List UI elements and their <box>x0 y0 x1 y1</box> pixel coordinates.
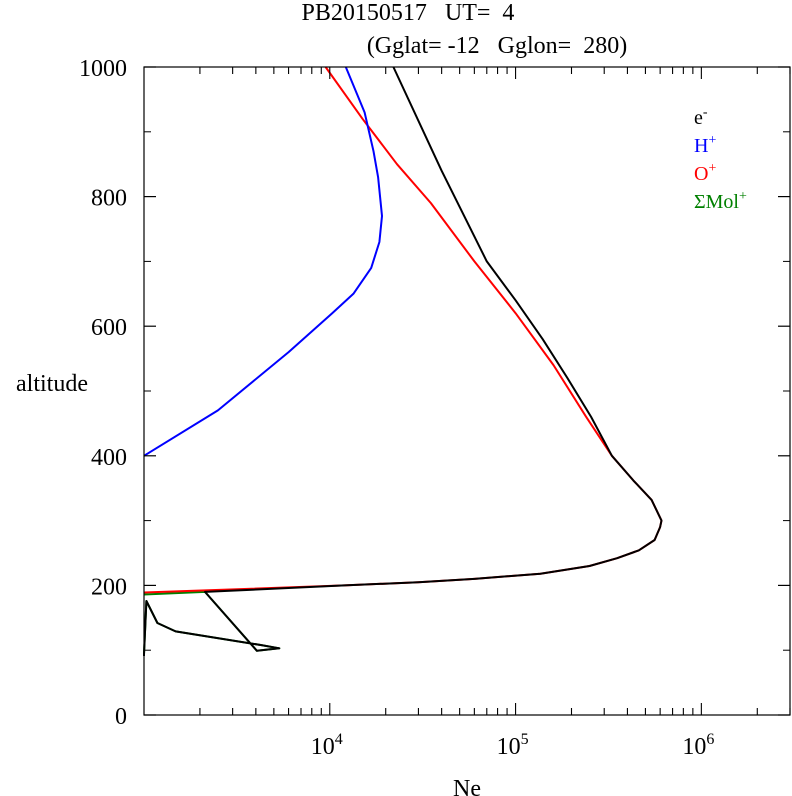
x-axis-ticks: 104 105 106 <box>199 67 791 760</box>
x-axis-label: Ne <box>453 776 481 796</box>
plot-frame <box>143 66 791 716</box>
y-tick-label: 1000 <box>79 56 127 82</box>
legend-entry-1: H+ <box>694 133 716 157</box>
legend-entry-2: O+ <box>694 161 716 185</box>
y-tick-label: 800 <box>91 186 127 212</box>
y-axis-label: altitude <box>16 371 88 397</box>
chart-title-line2: (Gglat= -12 Gglon= 280) <box>367 33 627 59</box>
y-tick-label: 600 <box>91 315 127 341</box>
legend-entry-3: ΣMol+ <box>694 189 747 213</box>
y-tick-label: 400 <box>91 445 127 471</box>
plot-series <box>143 66 663 656</box>
legend: e- H+ O+ ΣMol+ <box>694 105 747 213</box>
y-axis-ticks: 0 200 400 600 800 1000 <box>79 56 790 730</box>
series-line-1 <box>143 66 383 457</box>
chart-title-line1: PB20150517 UT= 4 <box>302 0 515 26</box>
x-tick-label: 106 <box>682 731 714 760</box>
series-line-0 <box>143 66 663 656</box>
x-tick-label: 104 <box>311 731 343 760</box>
x-tick-label: 105 <box>497 731 529 760</box>
legend-entry-0: e- <box>694 105 708 129</box>
y-tick-label: 0 <box>115 704 127 730</box>
y-tick-label: 200 <box>91 574 127 600</box>
